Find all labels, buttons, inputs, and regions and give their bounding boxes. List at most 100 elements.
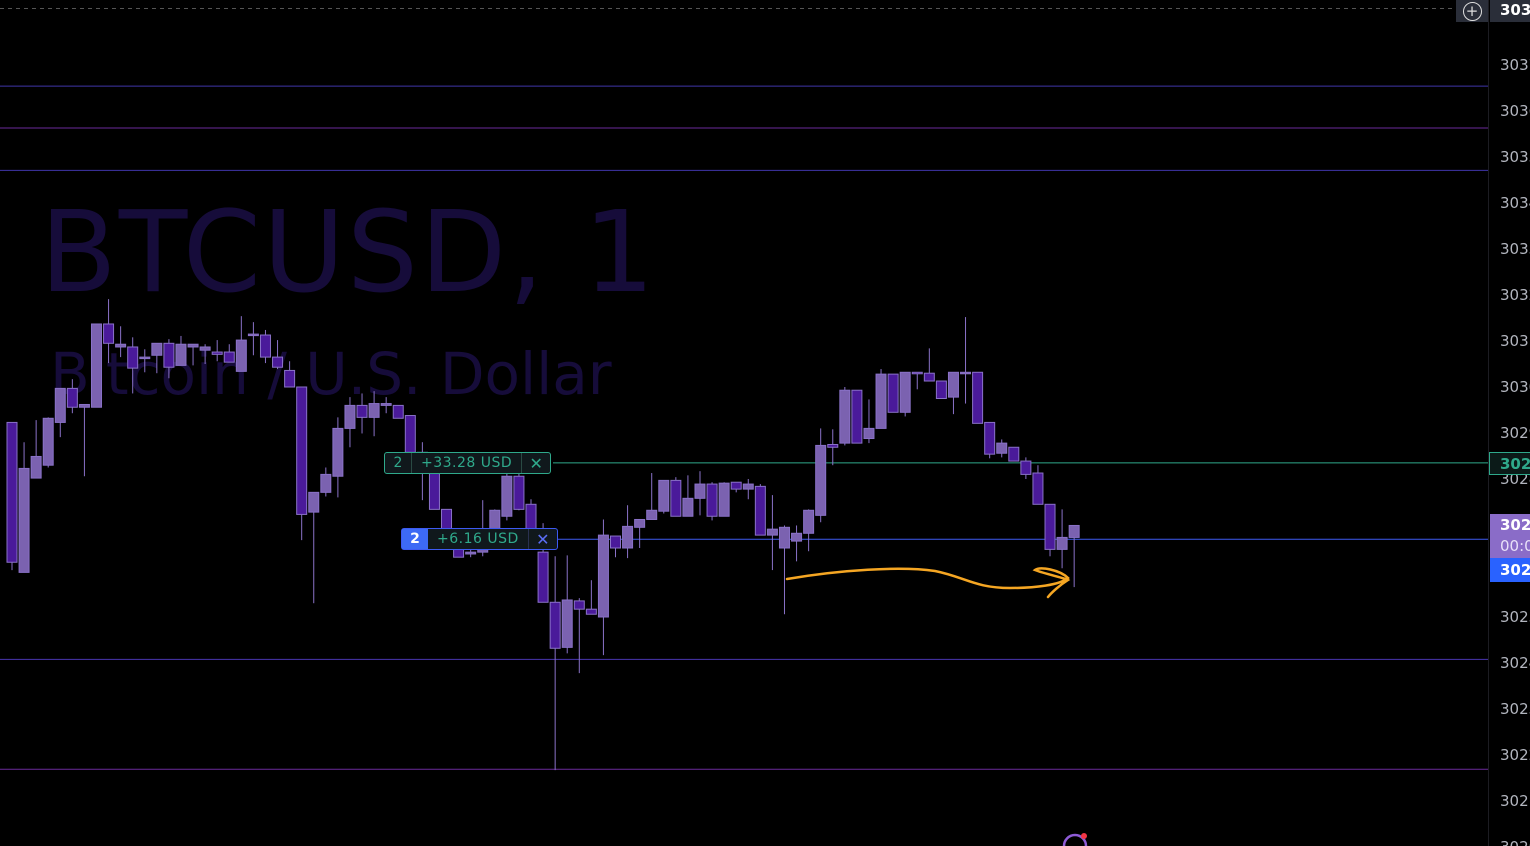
candle: [151, 342, 163, 374]
candle-body: [875, 373, 887, 429]
candle-body: [960, 371, 972, 375]
candle: [935, 380, 947, 399]
position-qty: 2: [402, 529, 428, 549]
candle: [972, 371, 984, 424]
candle: [235, 316, 247, 372]
candle-body: [947, 371, 959, 398]
candle-body: [368, 403, 380, 418]
candle-body: [380, 403, 392, 406]
candle: [634, 518, 646, 548]
candle: [585, 580, 597, 615]
candle: [875, 369, 887, 429]
candle: [682, 475, 694, 517]
price-tick: 3021: [1500, 792, 1530, 810]
price-tick: 3036: [1500, 102, 1530, 120]
candle-body: [778, 526, 790, 549]
candle: [622, 505, 634, 559]
candle: [139, 349, 151, 373]
candle-body: [1068, 524, 1080, 538]
candle: [187, 343, 199, 366]
candle-body: [803, 509, 815, 534]
candle: [549, 556, 561, 771]
candle-body: [1008, 446, 1020, 462]
last-price: 3027: [1500, 516, 1530, 534]
candle-body: [646, 509, 658, 520]
candle: [380, 397, 392, 414]
candle: [694, 471, 706, 516]
candle-body: [78, 403, 90, 408]
candle-body: [935, 380, 947, 399]
candle: [1008, 446, 1020, 462]
candle-body: [90, 323, 102, 408]
price-tick: 3020: [1500, 838, 1530, 846]
candle-body: [682, 497, 694, 517]
candle: [247, 322, 259, 356]
alert-icon[interactable]: [1062, 833, 1088, 846]
close-icon[interactable]: ✕: [527, 529, 557, 549]
candle: [730, 481, 742, 493]
last-price-label: 3027 00:0: [1490, 514, 1530, 558]
position-label-2[interactable]: 2 +6.16 USD ✕: [401, 528, 558, 550]
crosshair-price-label: 3038: [1490, 0, 1530, 22]
candle-body: [199, 346, 211, 351]
candle-body: [66, 387, 78, 408]
symbol-description-watermark: Bitcoin / U.S. Dollar: [50, 340, 612, 408]
candle-body: [1020, 460, 1032, 475]
candle: [163, 339, 175, 379]
candle-body: [923, 372, 935, 382]
candle: [356, 393, 368, 434]
price-tick: 3031: [1500, 332, 1530, 350]
candle: [610, 535, 621, 558]
candle-body: [996, 442, 1008, 454]
candle: [658, 479, 670, 514]
candle-body: [911, 371, 923, 375]
candle-body: [972, 371, 984, 424]
price-tick: 3029: [1500, 424, 1530, 442]
arrow-drawing[interactable]: [785, 567, 1071, 599]
candle: [827, 429, 839, 466]
candle-body: [42, 417, 54, 466]
position-pnl: +33.28 USD: [421, 455, 513, 471]
candle: [30, 420, 42, 479]
candle-body: [1032, 472, 1044, 505]
candle: [1044, 503, 1056, 557]
candle-body: [272, 356, 284, 368]
candle: [368, 391, 380, 437]
chart-pane[interactable]: BTCUSD, 1 Bitcoin / U.S. Dollar 2 +33.28…: [0, 0, 1488, 846]
add-button[interactable]: +: [1456, 0, 1488, 22]
candle-body: [791, 532, 803, 542]
candle: [211, 340, 223, 362]
candle-body: [827, 444, 839, 448]
candle: [296, 386, 308, 541]
candle-body: [984, 421, 996, 455]
candle-body: [115, 343, 127, 348]
candle: [90, 323, 102, 408]
candle-body: [537, 551, 549, 603]
candle: [332, 417, 344, 498]
candle: [561, 555, 573, 654]
candle: [199, 344, 211, 364]
position-label-1[interactable]: 2 +33.28 USD ✕: [384, 452, 552, 474]
candle: [42, 417, 54, 468]
candle: [259, 329, 271, 364]
candle-body: [30, 455, 42, 479]
candle-body: [754, 485, 766, 536]
candle: [670, 477, 682, 517]
candle-body: [815, 444, 827, 516]
close-icon[interactable]: ✕: [521, 453, 550, 473]
candle: [573, 598, 585, 674]
candle: [54, 387, 66, 438]
candle-body: [139, 356, 151, 360]
candle: [1032, 465, 1044, 505]
symbol-watermark: BTCUSD, 1: [40, 188, 657, 318]
candle-body: [706, 483, 718, 517]
candle: [78, 403, 90, 477]
candle: [778, 525, 790, 615]
candle-body: [597, 534, 609, 618]
candle-body: [332, 427, 344, 477]
candle: [960, 317, 972, 404]
candle: [815, 428, 827, 523]
candle: [1068, 524, 1080, 588]
